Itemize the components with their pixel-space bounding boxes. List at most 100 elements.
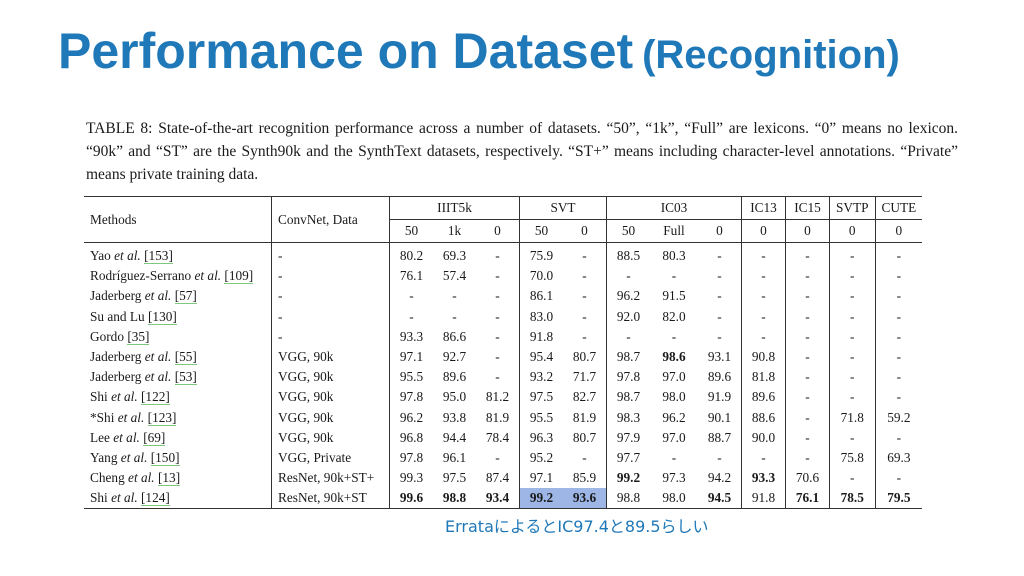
header-row-groups: Methods ConvNet, Data IIIT5k SVT IC03 IC… [84,196,923,243]
score-cell: 78.4 [485,429,510,445]
score-cell: - [495,288,500,304]
citation-link[interactable]: [122] [141,389,170,406]
score-cell: 99.2 [606,468,650,489]
header-cute: CUTE [874,196,923,220]
score-cell: 96.2 [389,407,433,428]
method-cell: Jaderberg et al. [57] [84,286,272,306]
score-cell: 99.3 [389,468,433,489]
citation-link[interactable]: [35] [127,328,150,345]
citation-link[interactable]: [153] [144,248,173,265]
score-cell: 88.5 [606,242,650,267]
score-cell: 97.8 [606,367,650,388]
score-cell: - [582,268,587,284]
citation-link[interactable]: [13] [157,470,181,487]
method-etal: et al. [141,369,172,385]
score-cell: 95.2 [519,447,563,469]
score-cell: - [495,449,500,465]
citation-link[interactable]: [53] [174,369,197,386]
score-cell: - [874,468,923,489]
subheader-svtp-0: 0 [829,219,876,243]
score-cell: - [389,286,433,307]
score-cell: 90.1 [707,409,732,425]
method-etal: et al. [107,490,138,506]
score-cell: 96.1 [442,449,467,465]
score-cell: - [785,346,830,368]
table-row: Jaderberg et al. [53] VGG, 90k 95.5 89.6-93… [84,367,923,388]
method-cell: *Shi et al. [123] [84,408,272,428]
score-cell: 87.4 [485,470,510,486]
score-cell: - [829,242,876,267]
score-cell: 82.0 [662,308,686,324]
score-cell: - [874,266,923,287]
table-row: Shi et al. [122] VGG, 90k 97.8 95.0 81.2 97.5… [84,387,923,408]
score-cell: - [785,242,830,267]
score-cell: - [785,306,830,327]
citation-link[interactable]: [109] [224,268,254,285]
score-cell: 98.6 [662,349,686,365]
score-cell: - [829,367,876,388]
table-row: *Shi et al. [123] VGG, 90k 96.2 93.8 81.9 95.… [84,407,923,428]
subheader-ic03-0: 0 [698,219,742,243]
score-cell: 94.5 [707,490,732,506]
convnet-cell: VGG, Private [271,447,390,469]
score-cell: 93.6 [563,488,607,509]
score-cell: 93.3 [389,326,433,347]
score-cell: 90.0 [741,427,786,448]
score-cell: - [495,369,500,385]
score-cell: 97.7 [606,447,650,469]
citation-link[interactable]: [123] [147,409,177,426]
score-cell: - [671,268,677,284]
convnet-cell: - [271,242,390,267]
score-cell: - [582,449,587,465]
table-caption: TABLE 8: State-of-the-art recognition pe… [86,120,958,183]
table-row: Jaderberg et al. [55] VGG, 90k 97.1 92.7-95… [84,346,923,368]
method-name: Lee [90,429,110,445]
subheader-iiit5k-0: 0 [476,219,520,243]
score-cell: 91.8 [519,326,563,347]
score-cell: - [874,326,923,347]
score-cell: - [874,306,923,327]
score-cell: 96.3 [519,427,563,448]
slide-title: Performance on Dataset (Recognition) [58,26,900,76]
method-etal: et al. [107,389,138,405]
table-row: Su and Lu [130] - - - -83.0-92.0 82.0- - - - - [84,306,923,327]
citation-link[interactable]: [150] [150,449,180,466]
citation-link[interactable]: [57] [174,288,197,305]
method-etal: et al. [109,429,140,445]
score-cell: - [829,427,876,448]
score-cell: 80.3 [662,248,686,264]
score-cell: - [829,306,876,327]
citation-link[interactable]: [55] [174,349,197,366]
slide-title-sub: (Recognition) [642,33,900,77]
score-cell: - [785,286,830,307]
score-cell: 78.5 [829,488,876,509]
score-cell: - [874,367,923,388]
score-cell: 99.6 [389,488,433,509]
score-cell: - [452,308,457,324]
convnet-cell: VGG, 90k [271,427,390,448]
table-row: Lee et al. [69] VGG, 90k 96.8 94.4 78.4 96.3 8… [84,427,923,448]
method-cell: Jaderberg et al. [55] [84,347,272,367]
convnet-cell: - [271,306,390,327]
method-cell: Rodríguez-Serrano et al. [109] [84,266,272,286]
score-cell: 71.7 [572,369,597,385]
citation-link[interactable]: [124] [141,490,170,507]
method-cell: Lee et al. [69] [84,428,272,448]
score-cell: 88.7 [707,429,732,445]
score-cell: - [717,248,722,264]
score-cell: 81.9 [485,409,510,425]
score-cell: 97.9 [606,427,650,448]
subheader-iiit5k-50: 50 [389,219,433,243]
score-cell: - [785,266,830,287]
table-row: Rodríguez-Serrano et al. [109] -76.1 57.4-… [84,266,923,287]
score-cell: 89.6 [442,369,467,385]
citation-link[interactable]: [130] [148,308,177,325]
errata-note: ErrataによるとIC97.4と89.5らしい [445,517,709,536]
header-ic15: IC15 [785,196,830,220]
citation-link[interactable]: [69] [143,429,166,446]
score-cell: 79.5 [874,488,923,509]
score-cell: 80.7 [572,429,597,445]
score-cell: 88.6 [741,407,786,428]
score-cell: - [741,447,786,469]
score-cell: 97.1 [519,468,563,489]
